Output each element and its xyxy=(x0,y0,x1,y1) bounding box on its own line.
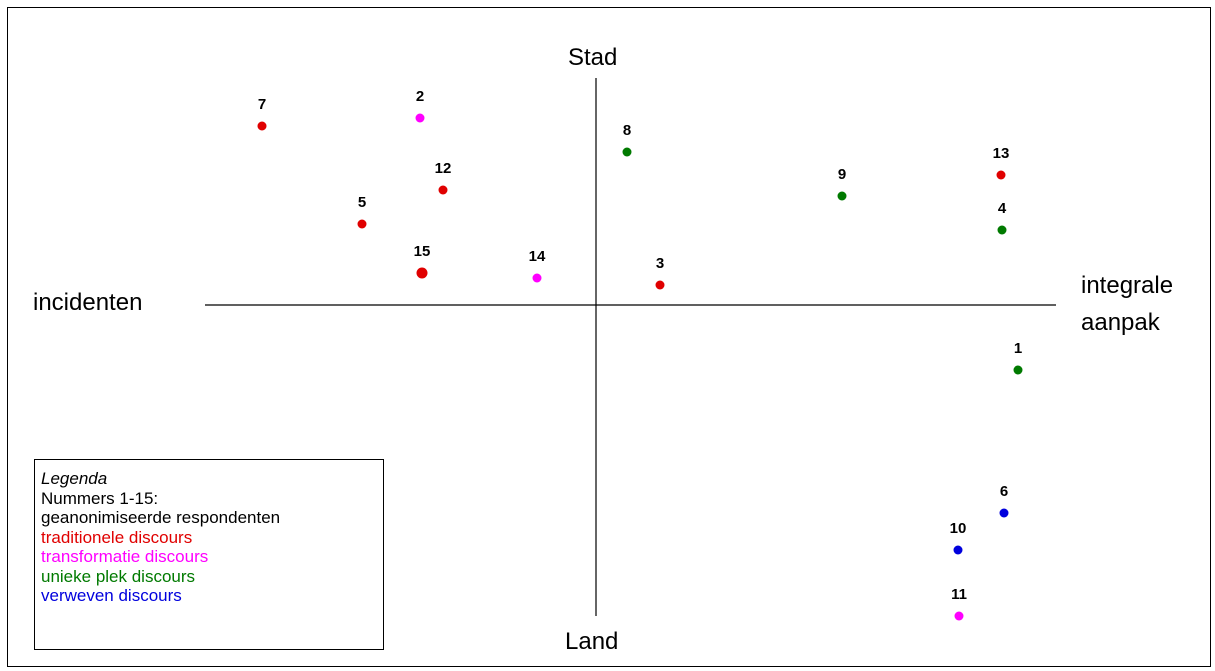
point-4 xyxy=(997,225,1007,235)
point-label-15: 15 xyxy=(414,243,431,260)
point-label-5: 5 xyxy=(358,194,366,211)
point-10 xyxy=(953,545,963,555)
axis-label-right-line1: integrale xyxy=(1081,272,1174,299)
point-11 xyxy=(954,611,964,621)
point-label-9: 9 xyxy=(838,166,846,183)
point-9 xyxy=(837,191,847,201)
point-1 xyxy=(1013,365,1023,375)
point-3 xyxy=(655,280,665,290)
point-label-8: 8 xyxy=(623,122,631,139)
point-label-12: 12 xyxy=(435,160,452,177)
legend-item-verweven: verweven discours xyxy=(41,586,182,605)
point-label-3: 3 xyxy=(656,255,664,272)
legend-line-1: Nummers 1-15: xyxy=(41,488,159,508)
point-label-7: 7 xyxy=(258,96,266,113)
axis-label-bottom: Land xyxy=(565,628,619,655)
legend-title: Legenda xyxy=(41,469,108,488)
axis-label-right-line2: aanpak xyxy=(1081,309,1160,336)
point-6 xyxy=(999,508,1009,518)
point-5 xyxy=(357,219,367,229)
point-14 xyxy=(532,273,542,283)
point-label-6: 6 xyxy=(1000,483,1008,500)
legend-line-2: geanonimiseerde respondenten xyxy=(41,508,281,527)
point-label-1: 1 xyxy=(1014,340,1022,357)
point-12 xyxy=(438,185,448,195)
point-label-13: 13 xyxy=(993,145,1010,162)
point-7 xyxy=(257,121,267,131)
axis-label-left: incidenten xyxy=(33,289,143,316)
point-label-10: 10 xyxy=(950,520,967,537)
point-label-2: 2 xyxy=(416,88,424,105)
diagram-frame xyxy=(7,7,1211,667)
point-13 xyxy=(996,170,1006,180)
point-label-4: 4 xyxy=(998,200,1007,217)
legend: Legenda Nummers 1-15: geanonimiseerde re… xyxy=(34,459,384,650)
point-15 xyxy=(416,267,428,279)
axis-label-top: Stad xyxy=(568,44,618,71)
legend-item-transformatie: transformatie discours xyxy=(41,547,209,566)
legend-item-unieke-plek: unieke plek discours xyxy=(41,566,196,586)
point-8 xyxy=(622,147,632,157)
legend-item-traditionele: traditionele discours xyxy=(41,527,193,547)
point-2 xyxy=(415,113,425,123)
point-label-14: 14 xyxy=(529,248,546,265)
point-label-11: 11 xyxy=(951,586,967,603)
